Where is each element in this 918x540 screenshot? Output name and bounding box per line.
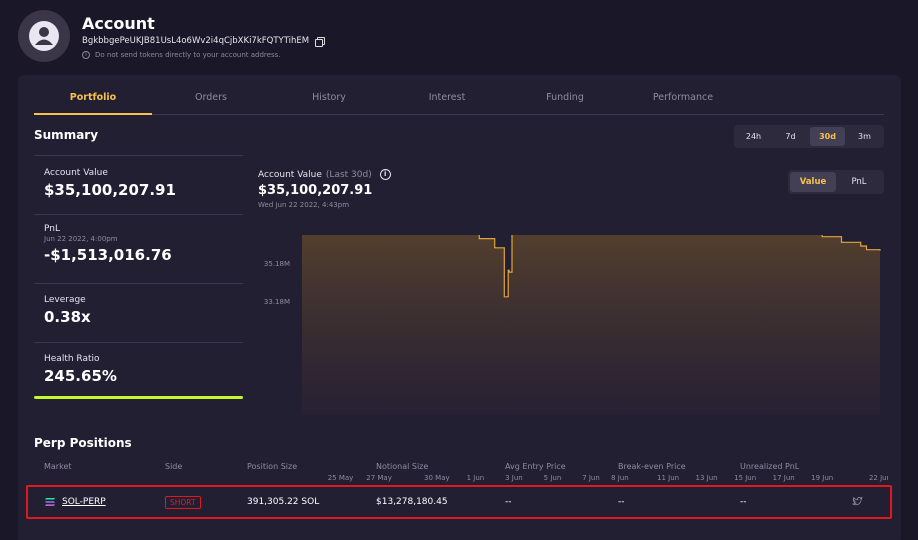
leverage-value: 0.38x (44, 308, 91, 326)
share-twitter-button[interactable] (851, 496, 863, 510)
y-tick-label: 33.18M (264, 298, 290, 306)
col-position-size: Position Size (247, 462, 298, 471)
info-icon[interactable]: i (379, 169, 391, 180)
account-value-stat: Account Value $35,100,207.91 (34, 155, 243, 214)
position-size: 391,305.22 SOL (247, 497, 320, 507)
value-button[interactable]: Value (790, 172, 836, 192)
tab-bar: Portfolio Orders History Interest Fundin… (34, 87, 884, 115)
account-value: $35,100,207.91 (44, 181, 176, 199)
table-row[interactable]: SOL-PERP SHORT 391,305.22 SOL $13,278,18… (26, 485, 892, 519)
pnl-button[interactable]: PnL (851, 177, 867, 187)
account-header: Account BgkbbgePeUKJB81UsL4o6Wv2i4qCjbXK… (18, 10, 898, 66)
tab-orders[interactable]: Orders (195, 92, 227, 103)
info-icon: i (82, 51, 90, 59)
col-market: Market (44, 462, 72, 471)
tab-interest[interactable]: Interest (428, 92, 466, 103)
x-tick-label: 11 Jun (657, 474, 679, 482)
account-address: BgkbbgePeUKJB81UsL4o6Wv2i4qCjbXKi7kFQTYT… (82, 36, 326, 47)
unrealized-pnl: -- (740, 497, 747, 507)
range-24h-button[interactable]: 24h (745, 132, 762, 141)
x-tick-label: 19 Jun (811, 474, 833, 482)
value-pnl-toggle: Value PnL (788, 170, 884, 194)
x-tick-label: 5 Jun (544, 474, 562, 482)
active-tab-indicator (34, 113, 152, 115)
col-side: Side (165, 462, 183, 471)
col-notional-size: Notional Size (376, 462, 429, 471)
x-tick-label: 25 May (328, 474, 354, 482)
twitter-icon (851, 496, 863, 506)
side-badge: SHORT (165, 496, 201, 509)
y-tick-label: 35.18M (264, 260, 290, 268)
summary-title: Summary (34, 128, 99, 142)
break-even-price: -- (618, 497, 625, 507)
summary-stats: Account Value $35,100,207.91 PnL Jun 22 … (34, 155, 243, 399)
address-warning: i Do not send tokens directly to your ac… (82, 51, 280, 59)
x-tick-label: 22 Jun (869, 474, 888, 482)
perp-table-header: Market Side Position Size Notional Size … (34, 462, 889, 476)
pnl-value: -$1,513,016.76 (44, 246, 172, 264)
notional-size: $13,278,180.45 (376, 497, 448, 507)
x-tick-label: 27 May (366, 474, 392, 482)
x-tick-label: 7 Jun (582, 474, 600, 482)
avg-entry-price: -- (505, 497, 512, 507)
col-break-even: Break-even Price (618, 462, 686, 471)
account-address-text: BgkbbgePeUKJB81UsL4o6Wv2i4qCjbXKi7kFQTYT… (82, 36, 310, 46)
col-avg-entry: Avg Entry Price (505, 462, 566, 471)
address-warning-text: Do not send tokens directly to your acco… (95, 51, 281, 59)
col-unrealized-pnl: Unrealized PnL (740, 462, 800, 471)
chart-label-text: Account Value (258, 169, 322, 180)
health-ratio-value: 245.65% (44, 367, 117, 385)
health-ratio-bar (34, 396, 243, 399)
pnl-date: Jun 22 2022, 4:00pm (44, 235, 118, 243)
x-tick-label: 13 Jun (696, 474, 718, 482)
leverage-stat: Leverage 0.38x (34, 283, 243, 342)
range-7d-button[interactable]: 7d (785, 132, 796, 141)
x-tick-label: 15 Jun (734, 474, 756, 482)
user-icon (29, 21, 59, 51)
tab-funding[interactable]: Funding (546, 92, 584, 103)
pnl-stat: PnL Jun 22 2022, 4:00pm -$1,513,016.76 (34, 214, 243, 283)
account-value-label: Account Value (44, 168, 108, 178)
x-tick-label: 30 May (424, 474, 450, 482)
market-name[interactable]: SOL-PERP (62, 497, 106, 507)
leverage-label: Leverage (44, 295, 86, 305)
chart-date: Wed Jun 22 2022, 4:43pm (258, 201, 350, 209)
tab-performance[interactable]: Performance (652, 92, 714, 103)
chart-value: $35,100,207.91 (258, 183, 373, 198)
chart-label: Account Value (Last 30d) i (258, 169, 391, 180)
chart-area (302, 235, 880, 415)
pnl-label: PnL (44, 224, 60, 234)
x-tick-label: 17 Jun (773, 474, 795, 482)
market-link[interactable]: SOL-PERP (44, 497, 106, 507)
health-ratio-stat: Health Ratio 245.65% (34, 342, 243, 396)
x-tick-label: 8 Jun (611, 474, 629, 482)
chart-header: Account Value (Last 30d) i $35,100,207.9… (258, 169, 391, 209)
page-title: Account (82, 14, 155, 33)
tab-portfolio[interactable]: Portfolio (69, 92, 117, 103)
avatar (18, 10, 70, 62)
range-30d-button[interactable]: 30d (810, 127, 845, 146)
solana-icon (45, 498, 55, 506)
range-3m-button[interactable]: 3m (858, 132, 871, 141)
perp-positions-title: Perp Positions (34, 436, 132, 450)
x-tick-label: 3 Jun (505, 474, 523, 482)
copy-icon[interactable] (315, 36, 326, 47)
x-tick-label: 1 Jun (467, 474, 485, 482)
chart-label-range: (Last 30d) (325, 169, 372, 180)
health-ratio-label: Health Ratio (44, 354, 100, 364)
portfolio-panel: Portfolio Orders History Interest Fundin… (18, 75, 901, 540)
range-selector: 24h 7d 30d 3m (734, 125, 884, 148)
tab-history[interactable]: History (312, 92, 346, 103)
